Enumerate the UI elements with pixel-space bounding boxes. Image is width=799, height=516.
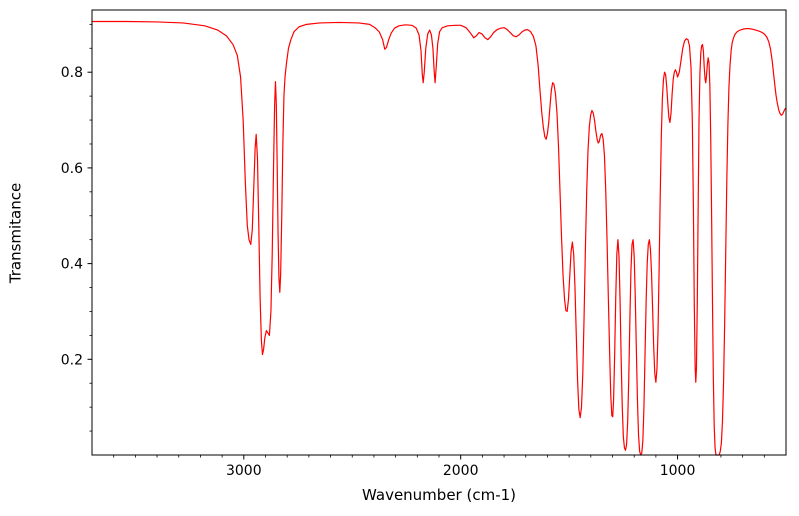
y-tick-label: 0.8 xyxy=(61,65,83,81)
plot-border xyxy=(91,9,787,456)
x-tick-label: 2000 xyxy=(443,463,479,479)
y-axis-label: Transmitance xyxy=(6,182,25,284)
x-tick-label: 3000 xyxy=(226,463,262,479)
spectrum-line xyxy=(91,20,787,456)
x-tick-label: 1000 xyxy=(660,463,696,479)
y-tick-label: 0.4 xyxy=(61,257,83,273)
y-tick-label: 0.2 xyxy=(61,352,83,368)
y-tick-label: 0.6 xyxy=(61,161,83,177)
x-axis-label: Wavenumber (cm-1) xyxy=(362,486,516,504)
